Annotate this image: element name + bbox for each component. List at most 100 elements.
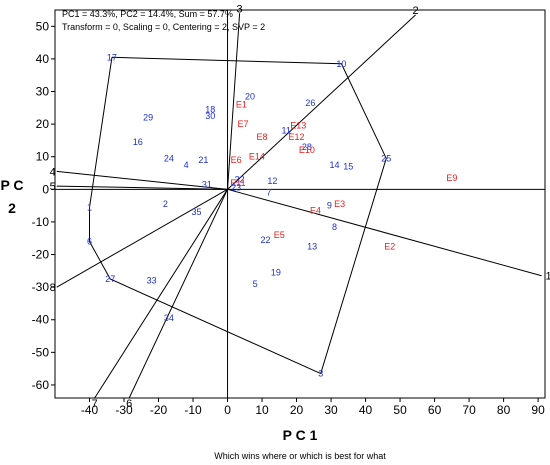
x-tick-label: -30 — [115, 403, 133, 417]
chart-caption: Which wins where or which is best for wh… — [214, 451, 386, 461]
y-tick-label: -10 — [32, 215, 50, 229]
environment-marker: E13 — [290, 121, 306, 131]
y-axis-title-line2: 2 — [8, 200, 16, 216]
y-tick-label: 40 — [36, 52, 50, 66]
x-tick-label: -20 — [150, 403, 168, 417]
genotype-marker: 4 — [184, 160, 189, 170]
sector-ray — [227, 13, 241, 190]
environment-marker: E1 — [236, 100, 247, 110]
x-axis-title: P C 1 — [283, 427, 318, 443]
genotype-marker: 31 — [202, 179, 212, 189]
genotype-marker: 12 — [267, 176, 277, 186]
environment-marker: E2 — [384, 241, 395, 251]
genotype-marker: 17 — [107, 52, 117, 62]
genotype-marker: 16 — [133, 137, 143, 147]
x-tick-label: 90 — [531, 403, 545, 417]
x-tick-label: 50 — [393, 403, 407, 417]
environment-marker: E14 — [249, 152, 265, 162]
genotype-marker: 13 — [307, 241, 317, 251]
ray-label: 8 — [50, 282, 56, 294]
sector-ray — [227, 188, 542, 277]
genotype-marker: 26 — [305, 98, 315, 108]
x-tick-label: 10 — [255, 403, 269, 417]
sector-ray — [56, 188, 228, 288]
sector-ray — [56, 185, 228, 190]
genotype-marker: 25 — [381, 153, 391, 163]
environment-marker: E5 — [274, 230, 285, 240]
x-tick-label: 40 — [359, 403, 373, 417]
genotype-marker: 7 — [266, 188, 271, 198]
sector-ray — [56, 170, 228, 190]
genotype-marker: 21 — [198, 155, 208, 165]
y-tick-label: 30 — [36, 85, 50, 99]
y-tick-label: -20 — [32, 248, 50, 262]
ray-label: 4 — [50, 166, 56, 178]
environment-marker: E10 — [299, 145, 315, 155]
genotype-marker: 3 — [318, 369, 323, 379]
genotype-marker: 23 — [231, 183, 241, 193]
variance-info-line: PC1 = 43.3%, PC2 = 14.4%, Sum = 57.7% — [62, 9, 233, 19]
genotype-marker: 35 — [191, 207, 201, 217]
genotype-marker: 15 — [343, 162, 353, 172]
genotype-marker: 28 — [302, 142, 312, 152]
genotype-marker: 22 — [260, 235, 270, 245]
x-tick-label: 60 — [428, 403, 442, 417]
x-tick-label: 0 — [224, 403, 231, 417]
genotype-marker: 1 — [87, 202, 92, 212]
ray-label: 6 — [126, 398, 132, 410]
ray-label: 5 — [50, 181, 56, 193]
y-tick-label: -60 — [32, 378, 50, 392]
convex-hull-polygon — [89, 56, 387, 375]
x-tick-label: 20 — [290, 403, 304, 417]
y-tick-label: 50 — [36, 19, 50, 33]
x-tick-label: 80 — [497, 403, 511, 417]
axes-layer: -40 -30 -20 -10 0 10 20 30 40 50 60 70 80 90-60-50-40… — [32, 9, 546, 417]
sector-ray — [227, 14, 416, 190]
sector-ray — [94, 189, 228, 399]
genotype-marker: 14 — [329, 160, 339, 170]
environment-marker: E7 — [238, 119, 249, 129]
x-tick-label: 30 — [324, 403, 338, 417]
genotype-marker: 11 — [282, 126, 291, 136]
y-tick-label: 0 — [42, 182, 49, 196]
genotype-marker: 9 — [327, 201, 332, 211]
environment-marker: E11 — [230, 178, 245, 188]
ray-label: 7 — [92, 398, 98, 410]
genotype-marker: 6 — [87, 236, 92, 246]
genotype-marker: 20 — [245, 91, 255, 101]
genotype-marker: 32 — [235, 175, 245, 185]
genotype-marker: 10 — [336, 59, 346, 69]
environment-marker: E8 — [257, 132, 268, 142]
ray-label: 2 — [413, 5, 419, 17]
genotype-marker: 33 — [147, 276, 157, 286]
ray-label: 3 — [237, 3, 243, 15]
sector-ray — [128, 189, 228, 399]
environment-marker: E4 — [310, 206, 321, 216]
genotype-marker: 5 — [253, 279, 258, 289]
ray-label: 1 — [546, 271, 550, 283]
genotype-marker: 29 — [143, 113, 153, 123]
plot-frame — [54, 9, 546, 399]
genotype-marker: 2 — [163, 199, 168, 209]
y-tick-label: 20 — [36, 117, 50, 131]
y-tick-label: -50 — [32, 345, 50, 359]
environment-marker: E6 — [231, 155, 242, 165]
genotype-marker: 27 — [105, 274, 115, 284]
settings-info-line: Transform = 0, Scaling = 0, Centering = … — [62, 22, 265, 32]
genotype-marker: 34 — [164, 313, 174, 323]
y-tick-label: -30 — [32, 280, 50, 294]
x-tick-label: -40 — [81, 403, 99, 417]
x-tick-label: 70 — [462, 403, 476, 417]
y-tick-label: 10 — [36, 150, 50, 164]
environment-marker: E3 — [334, 199, 345, 209]
genotype-marker: 18 — [205, 104, 215, 114]
y-axis-title-line1: P C — [0, 177, 23, 193]
genotype-marker: 19 — [271, 267, 281, 277]
environment-marker: E9 — [446, 173, 457, 183]
y-tick-label: -40 — [32, 313, 50, 327]
genotype-marker: 8 — [332, 222, 337, 232]
environment-marker: E12 — [289, 132, 305, 142]
